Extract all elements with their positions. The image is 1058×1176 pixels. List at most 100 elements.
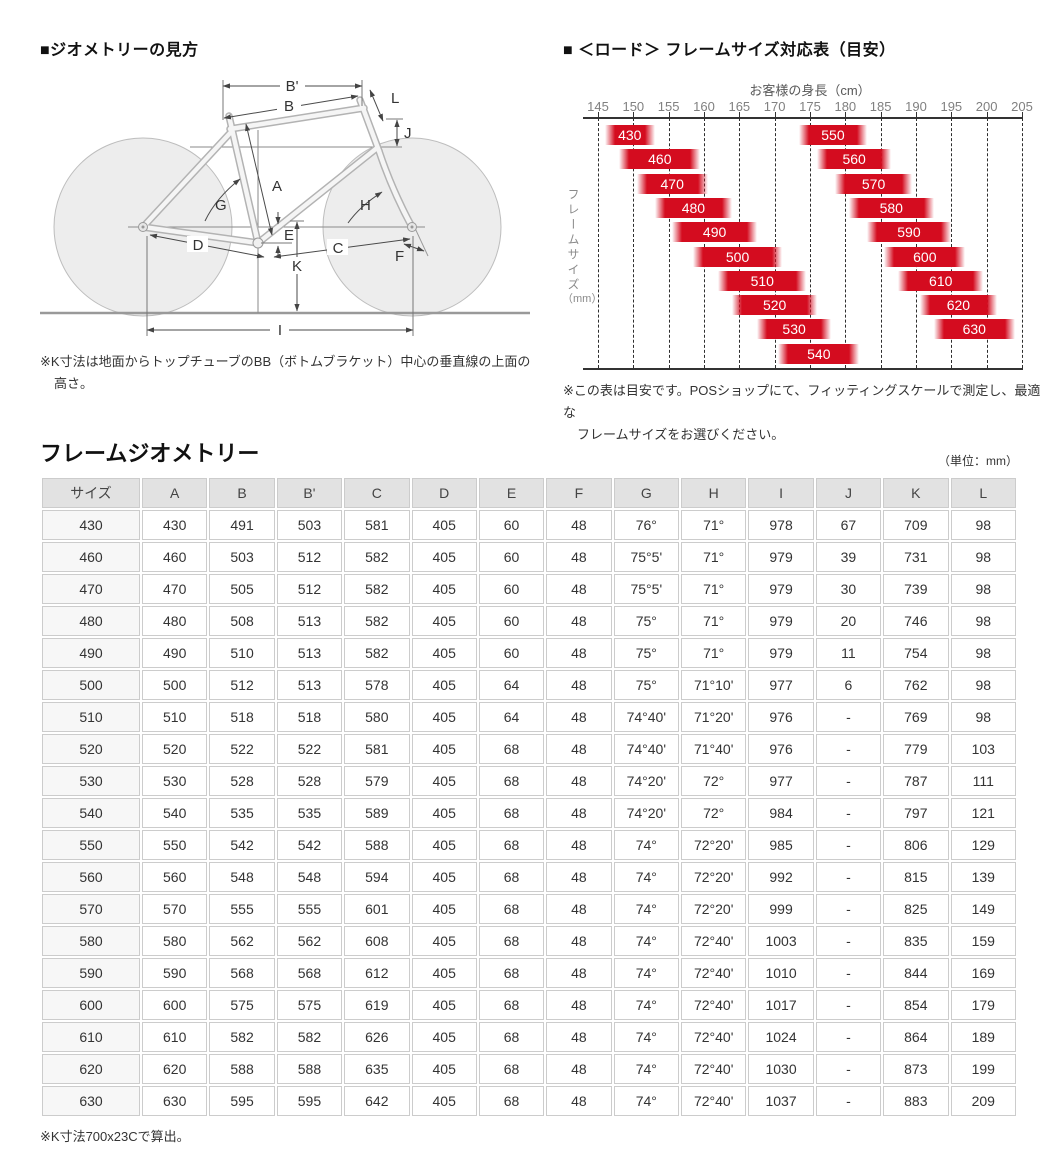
value-cell: 581 xyxy=(344,510,410,540)
value-cell: 580 xyxy=(142,926,208,956)
value-cell: 580 xyxy=(344,702,410,732)
chart-title: お客様の身長（cm） xyxy=(749,83,871,98)
dim-label-e: E xyxy=(284,227,294,244)
size-range-bar: 570 xyxy=(834,173,913,194)
size-cell: 470 xyxy=(42,574,140,604)
table-row: 530 530 528 528 579 405 68 48 74°20' 72° 977-787 11… xyxy=(42,766,1016,796)
axis-tick xyxy=(633,112,635,117)
size-cell: 460 xyxy=(42,542,140,572)
value-cell: 68 xyxy=(478,798,545,828)
axis-tick xyxy=(598,112,599,117)
value-cell: 60 xyxy=(478,510,545,540)
value-cell: 976 xyxy=(748,734,814,764)
value-cell: 542 xyxy=(276,830,343,860)
value-cell: 405 xyxy=(411,894,477,924)
value-cell: 20 xyxy=(815,606,882,636)
column-header: L xyxy=(950,478,1016,508)
value-cell: 98 xyxy=(950,670,1016,700)
dim-label-g: G xyxy=(215,197,227,214)
value-cell: 75°5' xyxy=(613,542,679,572)
value-cell: 48 xyxy=(546,926,612,956)
value-cell: 1030 xyxy=(748,1054,814,1084)
size-range-bar: 500 xyxy=(693,246,782,267)
value-cell: 189 xyxy=(950,1022,1016,1052)
value-cell: 626 xyxy=(344,1022,410,1052)
value-cell: 530 xyxy=(142,766,208,796)
x-tick-label: 155 xyxy=(657,99,680,114)
value-cell: 762 xyxy=(883,670,949,700)
value-cell: 68 xyxy=(478,734,545,764)
geometry-table-unit: （単位：mm） xyxy=(938,454,1018,468)
value-cell: 578 xyxy=(344,670,410,700)
value-cell: 72°20' xyxy=(681,894,747,924)
value-cell: 582 xyxy=(344,638,410,668)
value-cell: 75° xyxy=(613,638,679,668)
gridline xyxy=(739,118,741,368)
value-cell: 510 xyxy=(209,638,275,668)
axis-tick xyxy=(845,112,847,117)
value-cell: 68 xyxy=(478,926,545,956)
value-cell: 68 xyxy=(478,894,545,924)
size-cell: 610 xyxy=(42,1022,140,1052)
size-range-bar: 490 xyxy=(672,222,757,243)
value-cell: 121 xyxy=(950,798,1016,828)
size-range-bar: 610 xyxy=(898,270,984,291)
value-cell: 98 xyxy=(950,542,1016,572)
size-range-bar: 520 xyxy=(732,295,818,316)
value-cell: 555 xyxy=(276,894,343,924)
value-cell: 68 xyxy=(478,1086,545,1116)
x-tick-label: 150 xyxy=(622,99,645,114)
size-cell: 500 xyxy=(42,670,140,700)
value-cell: 48 xyxy=(546,1086,612,1116)
value-cell: 405 xyxy=(411,926,477,956)
value-cell: 582 xyxy=(344,574,410,604)
value-cell: 560 xyxy=(142,862,208,892)
value-cell: 74° xyxy=(613,1086,679,1116)
value-cell: 405 xyxy=(411,606,477,636)
gridline xyxy=(951,118,953,368)
size-cell: 630 xyxy=(42,1086,140,1116)
value-cell: 60 xyxy=(478,638,545,668)
value-cell: 74° xyxy=(613,894,679,924)
value-cell: 977 xyxy=(748,670,814,700)
value-cell: 746 xyxy=(883,606,949,636)
value-cell: 48 xyxy=(546,894,612,924)
value-cell: 535 xyxy=(209,798,275,828)
table-row: 460 460 503 512 582 405 60 48 75°5' 71° 979 39 731 98 xyxy=(42,542,1016,572)
value-cell: 635 xyxy=(344,1054,410,1084)
value-cell: 985 xyxy=(748,830,814,860)
value-cell: 72°40' xyxy=(681,926,747,956)
value-cell: 71° xyxy=(681,510,747,540)
value-cell: 976 xyxy=(748,702,814,732)
value-cell: 999 xyxy=(748,894,814,924)
gridline xyxy=(916,118,917,368)
value-cell: 528 xyxy=(276,766,343,796)
value-cell: 179 xyxy=(950,990,1016,1020)
value-cell: 984 xyxy=(748,798,814,828)
dim-label-j: J xyxy=(404,125,412,142)
value-cell: - xyxy=(815,734,882,764)
value-cell: 595 xyxy=(209,1086,275,1116)
x-tick-label: 160 xyxy=(693,99,715,114)
value-cell: 550 xyxy=(142,830,208,860)
column-header: E xyxy=(478,478,545,508)
value-cell: 470 xyxy=(142,574,208,604)
x-tick-label: 165 xyxy=(728,99,751,114)
value-cell: 405 xyxy=(411,766,477,796)
size-range-bar: 590 xyxy=(866,222,952,243)
value-cell: 883 xyxy=(883,1086,949,1116)
table-row: 480 480 508 513 582 405 60 48 75° 71° 979 20 746 98 xyxy=(42,606,1016,636)
value-cell: 48 xyxy=(546,542,612,572)
dim-label-i: I xyxy=(278,322,282,339)
axis-tick xyxy=(1022,112,1023,117)
value-cell: 111 xyxy=(950,766,1016,796)
value-cell: 619 xyxy=(344,990,410,1020)
value-cell: - xyxy=(815,862,882,892)
table-row: 490 490 510 513 582 405 60 48 75° 71° 979 11 754 98 xyxy=(42,638,1016,668)
chart-top-axis xyxy=(583,117,1023,119)
value-cell: 68 xyxy=(478,862,545,892)
column-header: B' xyxy=(276,478,343,508)
value-cell: 581 xyxy=(344,734,410,764)
axis-tick xyxy=(739,112,741,117)
value-cell: 513 xyxy=(276,606,343,636)
